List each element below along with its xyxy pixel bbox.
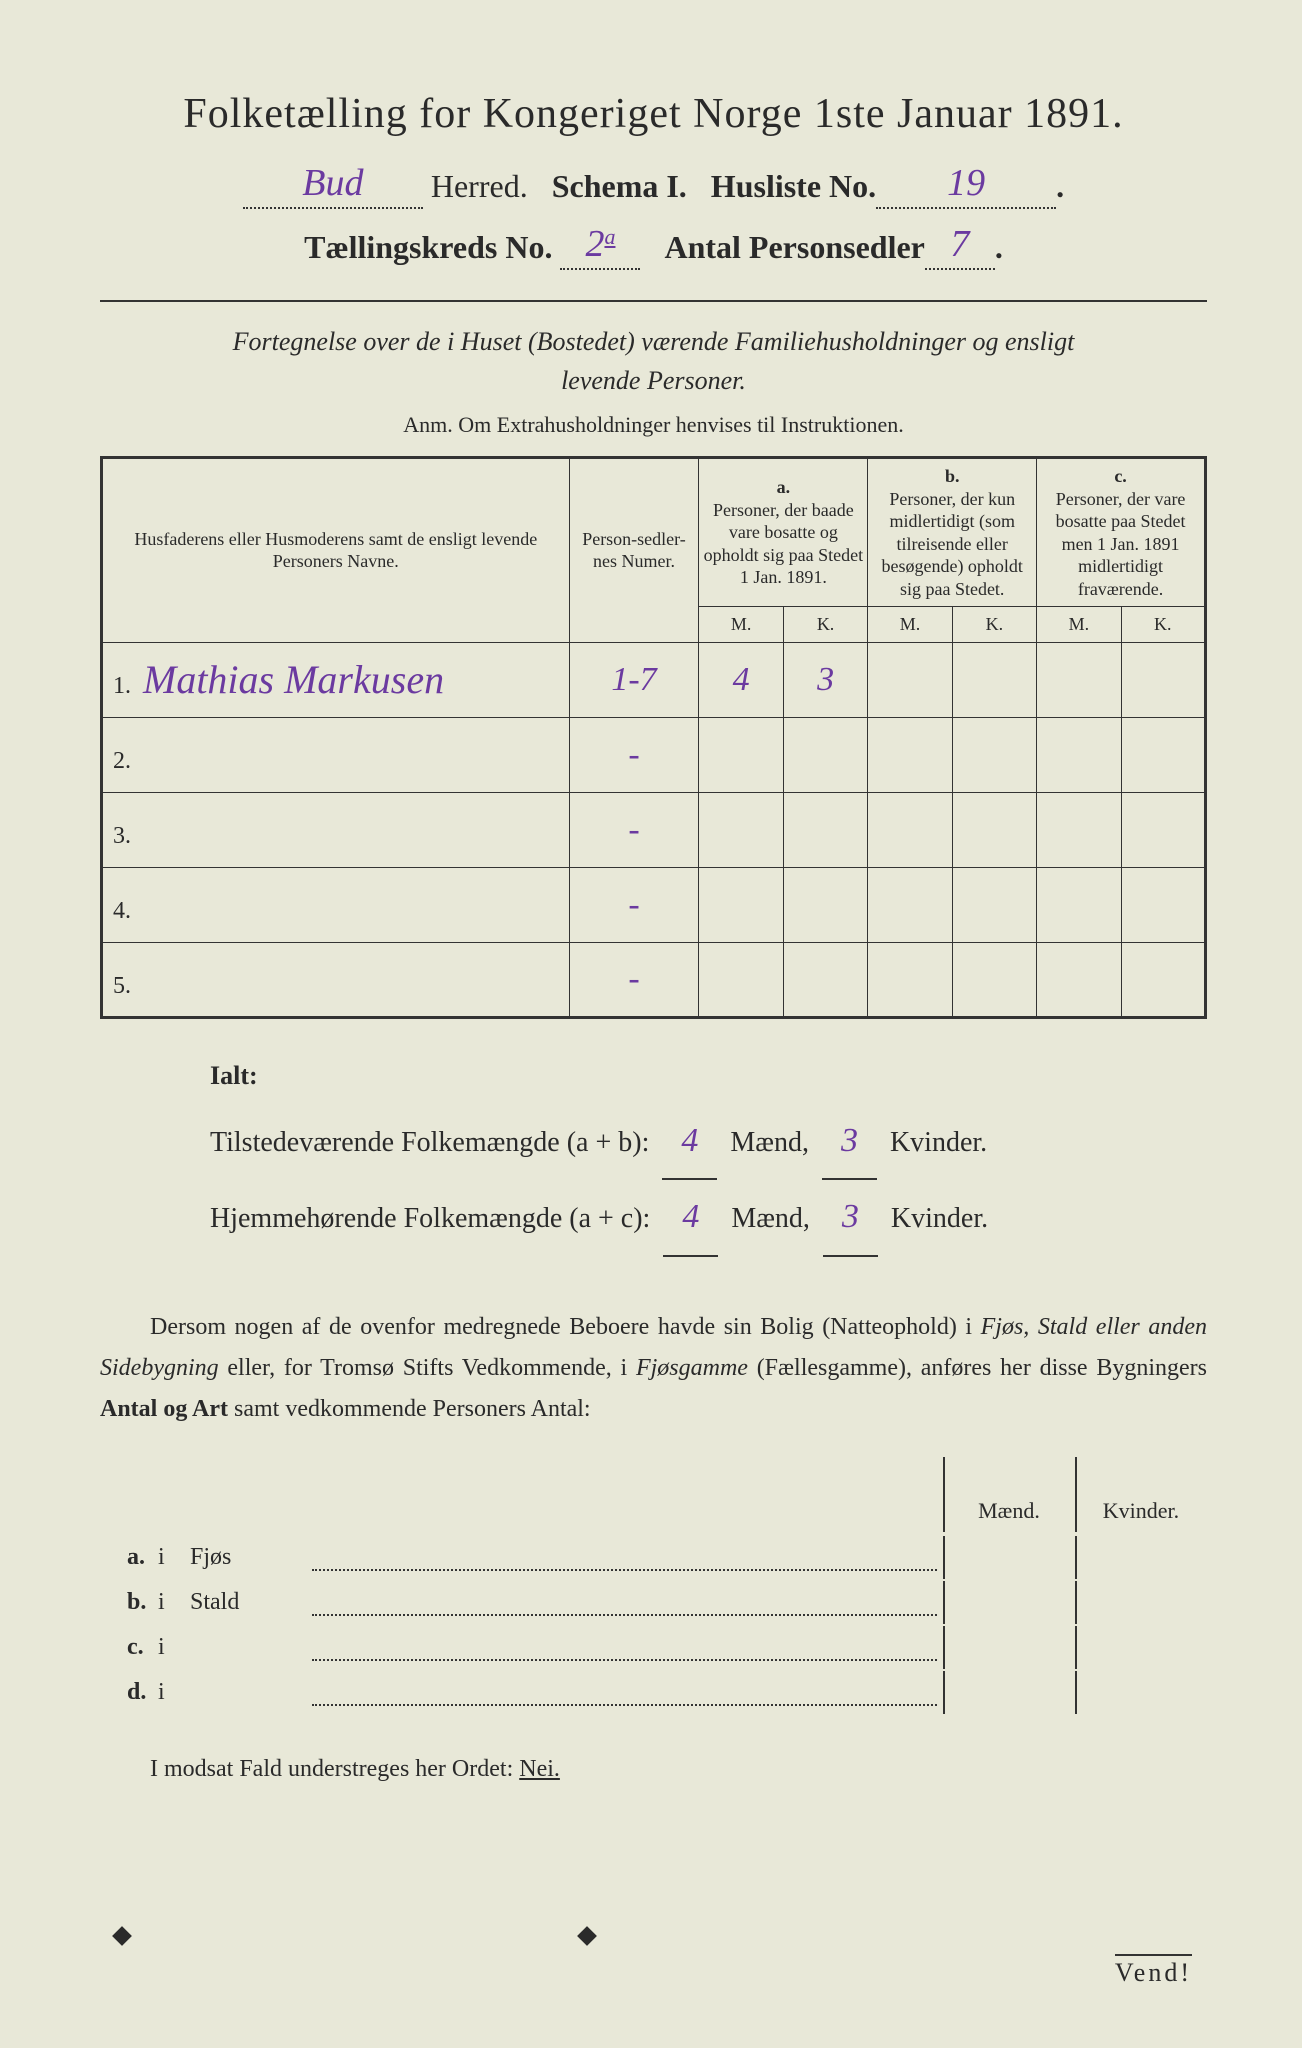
ialt-line-ac: Hjemmehørende Folkemængde (a + c): 4 Mæn… [210, 1180, 1207, 1257]
modsat-line: I modsat Fald understreges her Ordet: Ne… [100, 1756, 1207, 1783]
th-c: c.Personer, der vare bosatte paa Stedet … [1037, 458, 1206, 607]
th-a-k: K. [783, 607, 867, 643]
side-building-table: Mænd. Kvinder. [100, 1455, 1207, 1534]
census-form-page: Folketælling for Kongeriget Norge 1ste J… [0, 0, 1302, 2048]
bygning-row: c.i [102, 1626, 1205, 1669]
table-row: 5. - [102, 942, 1206, 1017]
th-b-k: K. [952, 607, 1036, 643]
mk-kvinder: Kvinder. [1075, 1457, 1205, 1532]
table-row: 2. - [102, 717, 1206, 792]
kreds-sup: a [604, 224, 615, 249]
th-names: Husfaderens eller Husmoderens samt de en… [102, 458, 570, 643]
ialt-block: Ialt: Tilstedeværende Folkemængde (a + b… [210, 1047, 1207, 1258]
th-b: b.Personer, der kun midlertidigt (som ti… [868, 458, 1037, 607]
anm-note: Anm. Om Extrahusholdninger henvises til … [100, 412, 1207, 438]
th-num: Person-sedler-nes Numer. [569, 458, 699, 643]
ialt-label: Ialt: [210, 1047, 1207, 1104]
bygning-row: d.i [102, 1671, 1205, 1714]
herred-value: Bud [302, 162, 363, 204]
side-building-rows: a.iFjøsb.iStaldc.id.i [100, 1534, 1207, 1716]
bygning-row: b.iStald [102, 1581, 1205, 1624]
census-table: Husfaderens eller Husmoderens samt de en… [100, 456, 1207, 1019]
th-b-m: M. [868, 607, 952, 643]
kreds-value: 2 [585, 223, 604, 265]
mk-maend: Mænd. [943, 1457, 1073, 1532]
side-building-paragraph: Dersom nogen af de ovenfor medregnede Be… [100, 1307, 1207, 1429]
th-a: a.Personer, der baade vare bosatte og op… [699, 458, 868, 607]
husliste-value: 19 [947, 162, 985, 204]
herred-label: Herred. [431, 168, 528, 204]
punch-mark [112, 1926, 132, 1946]
th-c-m: M. [1037, 607, 1121, 643]
turn-over-label: Vend! [1115, 1954, 1192, 1988]
punch-mark [577, 1926, 597, 1946]
header-line-2: Tællingskreds No. 2a Antal Personsedler 7… [100, 224, 1207, 270]
ialt-line-ab: Tilstedeværende Folkemængde (a + b): 4 M… [210, 1104, 1207, 1181]
census-tbody: 1. Mathias Markusen1-7432. -3. -4. -5. - [102, 642, 1206, 1017]
header-line-1: Bud Herred. Schema I. Husliste No.19. [100, 163, 1207, 209]
nei-word: Nei. [519, 1756, 560, 1782]
schema-label: Schema I. [552, 168, 687, 204]
antal-value: 7 [950, 223, 969, 265]
husliste-label: Husliste No. [711, 168, 876, 204]
table-row: 3. - [102, 792, 1206, 867]
fortegnelse-heading: Fortegnelse over de i Huset (Bostedet) v… [100, 322, 1207, 400]
divider-rule [100, 300, 1207, 302]
th-c-k: K. [1121, 607, 1205, 643]
table-row: 4. - [102, 867, 1206, 942]
table-row: 1. Mathias Markusen1-743 [102, 642, 1206, 717]
bygning-row: a.iFjøs [102, 1536, 1205, 1579]
antal-label: Antal Personsedler [664, 229, 924, 265]
th-a-m: M. [699, 607, 783, 643]
kreds-label: Tællingskreds No. [304, 229, 552, 265]
page-title: Folketælling for Kongeriget Norge 1ste J… [100, 90, 1207, 138]
